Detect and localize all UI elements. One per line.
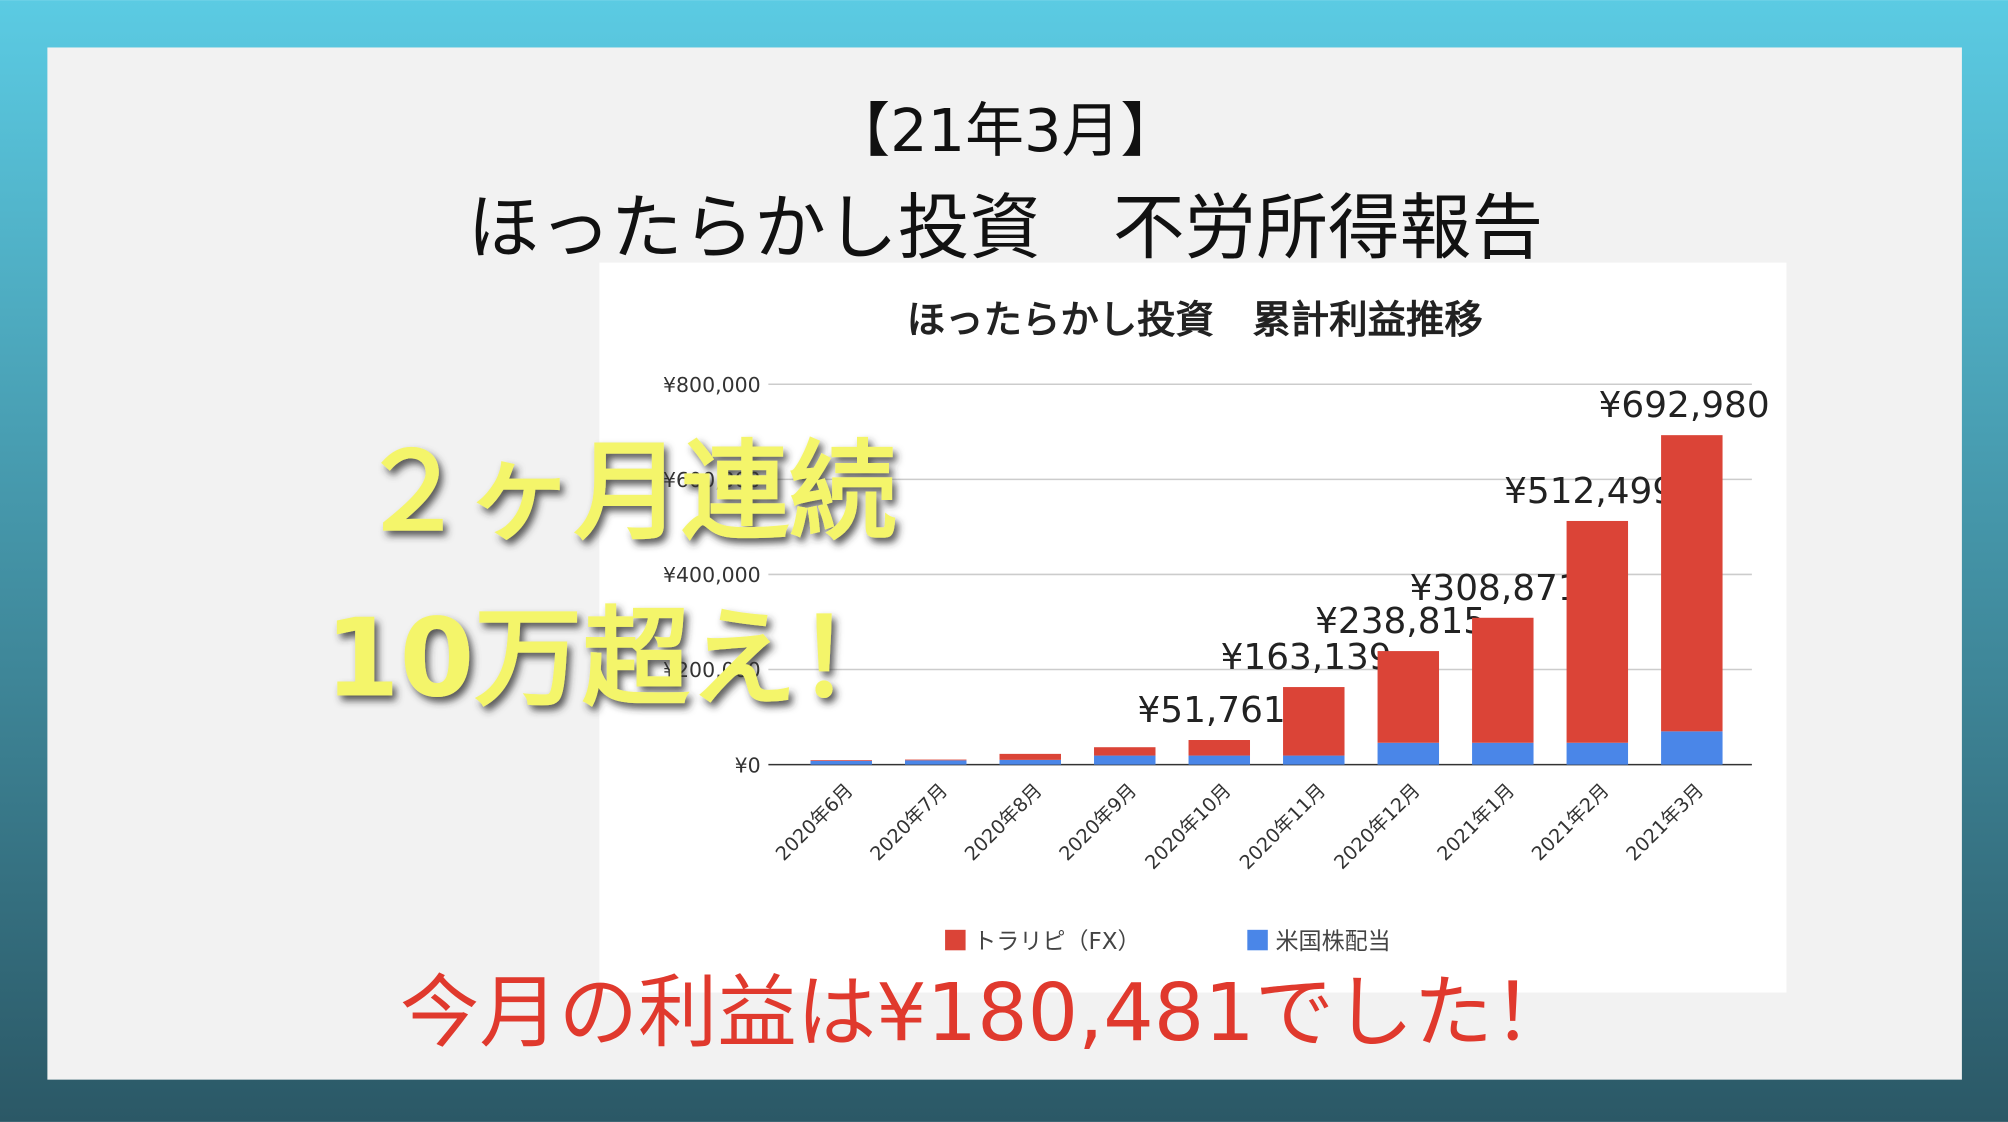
chart-title: ほったらかし投資 累計利益推移 xyxy=(907,298,1483,343)
bar-segment xyxy=(1566,520,1629,743)
bar-segment xyxy=(1661,435,1723,732)
bar-segment xyxy=(1283,687,1345,756)
y-tick-label: ¥600,000 xyxy=(663,468,761,492)
total-label: ¥51,761 xyxy=(1137,690,1285,731)
overlay: ２ヶ月連続 10万超え！ xyxy=(325,430,905,721)
bar-segment xyxy=(1472,617,1534,743)
bar-segment xyxy=(999,759,1061,765)
bar-segment xyxy=(1377,742,1440,765)
title-line1: 【21年3月】 xyxy=(831,96,1179,165)
y-tick-label: ¥200,000 xyxy=(663,658,761,682)
total-label: ¥692,980 xyxy=(1599,385,1770,426)
bar-segment xyxy=(1188,755,1251,765)
bar-segment xyxy=(1661,731,1723,765)
overlay-line: ２ヶ月連続 xyxy=(359,430,897,555)
total-label: ¥163,139 xyxy=(1221,637,1392,678)
legend-swatch xyxy=(945,929,966,951)
legend-label: 米国株配当 xyxy=(1275,929,1390,955)
bar-segment xyxy=(810,760,872,765)
total-label: ¥238,815 xyxy=(1315,601,1486,642)
y-tick-label: ¥400,000 xyxy=(663,563,761,587)
legend-label: トラリピ（FX） xyxy=(973,929,1140,955)
total-label: ¥308,871 xyxy=(1410,568,1581,609)
y-tick-label: ¥800,000 xyxy=(663,373,761,397)
footer: 今月の利益は¥180,481でした！ xyxy=(400,966,1573,1059)
bar-segment xyxy=(905,759,967,761)
bar-segment xyxy=(905,760,967,765)
bar-segment xyxy=(999,753,1061,760)
bar-segment xyxy=(1566,742,1629,765)
legend-swatch xyxy=(1247,929,1268,951)
bar-segment xyxy=(810,760,872,761)
bar-segment xyxy=(1188,740,1251,756)
bar-segment xyxy=(1283,755,1345,765)
bar-segment xyxy=(1377,651,1440,743)
total-label: ¥512,499 xyxy=(1504,471,1675,512)
title-line2: ほったらかし投資 不労所得報告 xyxy=(467,185,1543,269)
bar-segment xyxy=(1094,755,1156,765)
overlay-line: 10万超え！ xyxy=(325,596,905,721)
bar-segment xyxy=(1094,747,1156,756)
bar-segment xyxy=(1472,742,1534,765)
y-tick-label: ¥0 xyxy=(735,753,761,777)
